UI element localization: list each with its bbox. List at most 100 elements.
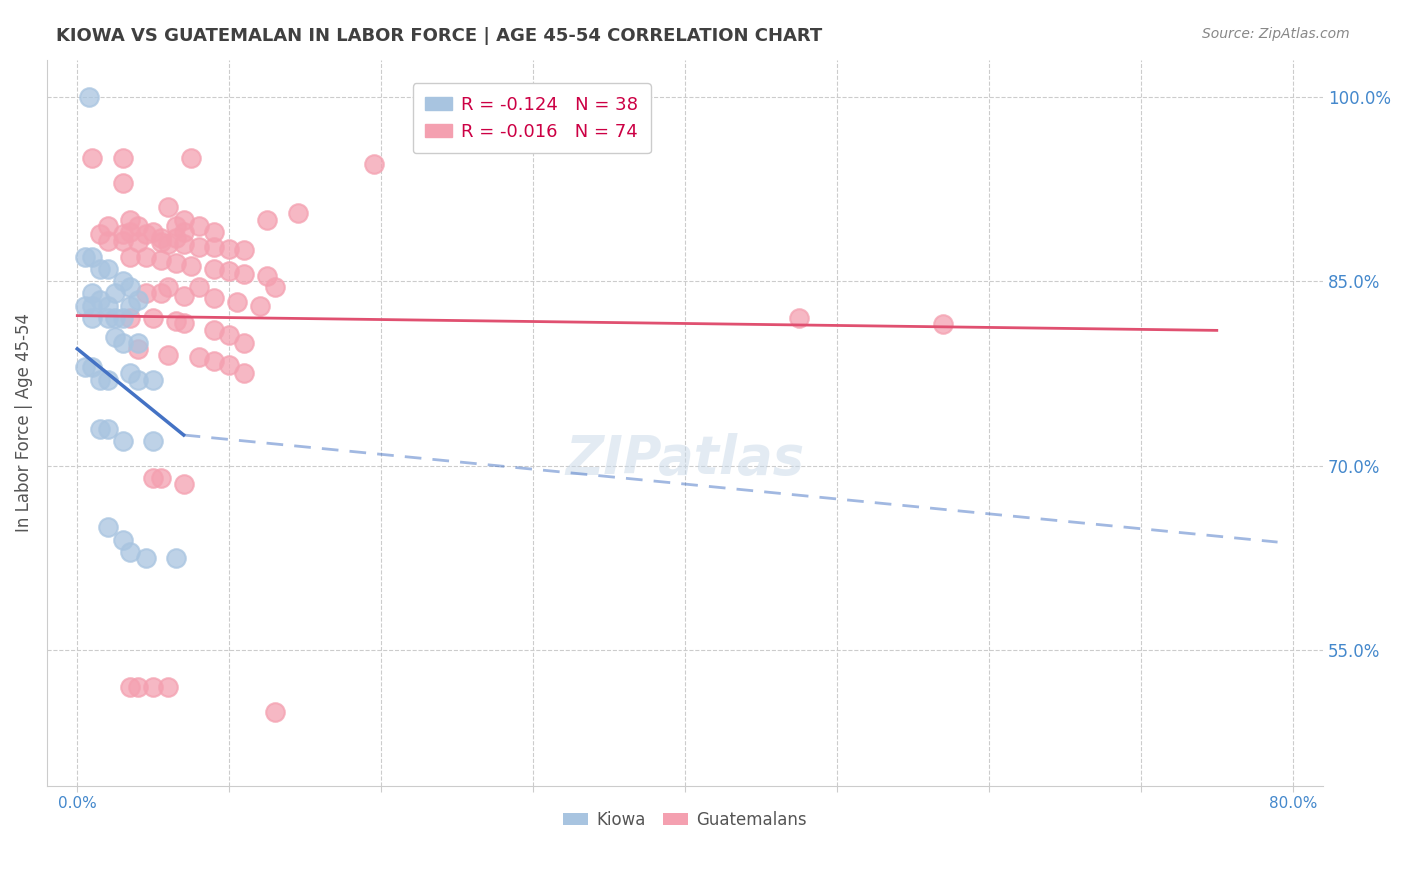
Point — [120, 545, 142, 559]
Point — [89, 293, 111, 307]
Point — [157, 348, 180, 362]
Point — [127, 293, 149, 307]
Point — [202, 292, 225, 306]
Point — [218, 328, 240, 343]
Point — [202, 261, 225, 276]
Point — [932, 317, 955, 331]
Point — [173, 212, 195, 227]
Point — [180, 151, 202, 165]
Point — [363, 157, 385, 171]
Point — [142, 311, 165, 326]
Point — [111, 311, 134, 326]
Point — [120, 367, 142, 381]
Point — [149, 235, 172, 249]
Point — [165, 551, 187, 566]
Point — [73, 360, 96, 375]
Point — [97, 219, 120, 233]
Point — [173, 225, 195, 239]
Text: Source: ZipAtlas.com: Source: ZipAtlas.com — [1202, 27, 1350, 41]
Point — [157, 280, 180, 294]
Point — [187, 351, 209, 365]
Point — [97, 299, 120, 313]
Point — [149, 286, 172, 301]
Point — [73, 250, 96, 264]
Point — [233, 367, 256, 381]
Point — [127, 373, 149, 387]
Point — [187, 280, 209, 294]
Point — [256, 212, 278, 227]
Point — [97, 261, 120, 276]
Point — [135, 286, 157, 301]
Text: ZIPatlas: ZIPatlas — [565, 433, 804, 485]
Point — [82, 151, 104, 165]
Point — [135, 227, 157, 242]
Point — [111, 176, 134, 190]
Point — [79, 89, 101, 103]
Point — [187, 219, 209, 233]
Point — [135, 250, 157, 264]
Point — [218, 358, 240, 372]
Point — [82, 250, 104, 264]
Point — [97, 234, 120, 248]
Point — [120, 299, 142, 313]
Point — [165, 231, 187, 245]
Point — [233, 267, 256, 281]
Point — [218, 264, 240, 278]
Point — [157, 200, 180, 214]
Point — [82, 299, 104, 313]
Point — [157, 681, 180, 695]
Legend: Kiowa, Guatemalans: Kiowa, Guatemalans — [557, 805, 813, 836]
Point — [149, 471, 172, 485]
Point — [82, 286, 104, 301]
Point — [157, 237, 180, 252]
Point — [202, 225, 225, 239]
Point — [202, 354, 225, 368]
Point — [97, 311, 120, 326]
Point — [127, 235, 149, 249]
Point — [89, 422, 111, 436]
Point — [149, 253, 172, 268]
Point — [89, 261, 111, 276]
Point — [120, 280, 142, 294]
Point — [111, 533, 134, 547]
Point — [127, 335, 149, 350]
Point — [173, 316, 195, 330]
Point — [120, 681, 142, 695]
Point — [149, 231, 172, 245]
Point — [127, 219, 149, 233]
Point — [173, 477, 195, 491]
Point — [127, 342, 149, 356]
Point — [82, 311, 104, 326]
Point — [225, 295, 247, 310]
Point — [142, 373, 165, 387]
Point — [120, 212, 142, 227]
Point — [89, 227, 111, 242]
Point — [165, 313, 187, 327]
Point — [233, 335, 256, 350]
Point — [120, 225, 142, 239]
Point — [173, 289, 195, 303]
Point — [97, 422, 120, 436]
Point — [111, 335, 134, 350]
Point — [73, 299, 96, 313]
Point — [104, 329, 127, 343]
Point — [82, 360, 104, 375]
Point — [104, 311, 127, 326]
Point — [120, 311, 142, 326]
Point — [249, 299, 271, 313]
Point — [180, 260, 202, 274]
Point — [256, 269, 278, 284]
Point — [287, 206, 309, 220]
Point — [263, 705, 285, 719]
Point — [111, 151, 134, 165]
Point — [104, 286, 127, 301]
Point — [142, 681, 165, 695]
Point — [111, 434, 134, 449]
Point — [97, 373, 120, 387]
Point — [135, 551, 157, 566]
Point — [165, 255, 187, 269]
Point — [97, 520, 120, 534]
Y-axis label: In Labor Force | Age 45-54: In Labor Force | Age 45-54 — [15, 313, 32, 533]
Point — [111, 274, 134, 288]
Point — [142, 471, 165, 485]
